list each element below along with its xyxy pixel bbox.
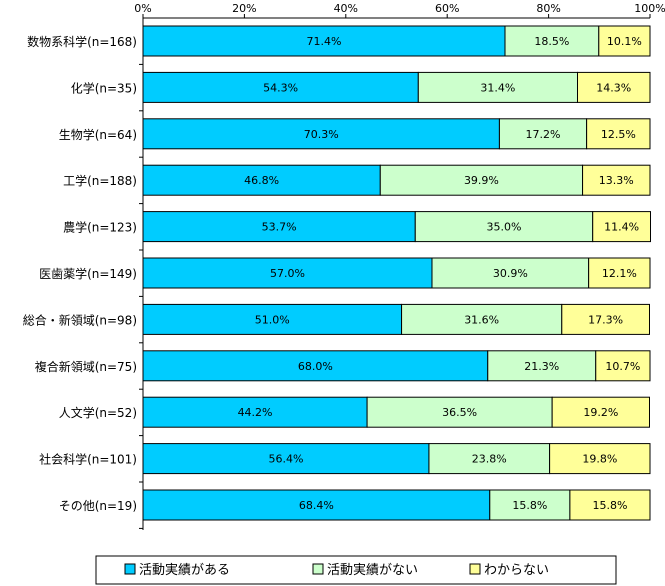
data-label: 19.8% — [582, 453, 617, 466]
bar-segment — [142, 257, 433, 289]
bar-segment — [551, 396, 650, 428]
bar-segment — [431, 257, 590, 289]
bar-segment — [588, 257, 651, 289]
data-label: 53.7% — [262, 221, 297, 234]
data-label: 31.6% — [464, 313, 499, 326]
data-label: 17.2% — [526, 128, 561, 141]
data-label: 12.5% — [601, 128, 636, 141]
bar-segment — [142, 164, 381, 196]
data-label: 71.4% — [307, 35, 342, 48]
data-label: 51.0% — [255, 313, 290, 326]
bar-segment — [428, 443, 551, 475]
legend: 活動実績がある 活動実績がない わからない — [95, 555, 617, 585]
data-label: 13.3% — [599, 174, 634, 187]
data-label: 21.3% — [524, 360, 559, 373]
data-label: 15.8% — [512, 499, 547, 512]
x-tick-label: 20% — [232, 2, 256, 15]
category-label: 化学(n=35) — [71, 80, 137, 95]
x-tick-label: 0% — [134, 2, 151, 15]
legend-label: 活動実績がない — [327, 562, 418, 578]
data-label: 30.9% — [493, 267, 528, 280]
plot-area: 71.4% 18.5% 10.1% 54.3% 31.4% 14.3% 70.3% 17.2%… — [139, 14, 652, 530]
data-label: 11.4% — [604, 221, 639, 234]
bar-segment — [417, 71, 578, 103]
data-label: 12.1% — [602, 267, 637, 280]
bar-segment — [576, 71, 651, 103]
data-label: 35.0% — [487, 221, 522, 234]
data-label: 17.3% — [588, 313, 623, 326]
x-tick-label: 80% — [536, 2, 560, 15]
bar-segment — [598, 25, 651, 57]
data-label: 46.8% — [244, 174, 279, 187]
bar-segment — [549, 443, 651, 475]
legend-swatch — [312, 563, 324, 575]
category-label: 生物学(n=64) — [59, 127, 137, 142]
data-label: 44.2% — [238, 406, 273, 419]
legend-box — [95, 555, 617, 585]
bar-segment — [142, 211, 416, 243]
bar-segment — [142, 118, 500, 150]
category-label: 数物系科学(n=168) — [27, 34, 137, 49]
data-label: 31.4% — [480, 81, 515, 94]
category-label: 農学(n=123) — [63, 220, 137, 235]
bar-segment — [595, 350, 651, 382]
x-tick-label: 40% — [334, 2, 358, 15]
data-label: 39.9% — [464, 174, 499, 187]
data-label: 36.5% — [442, 406, 477, 419]
bar-segment — [592, 211, 652, 243]
x-tick-label: 60% — [435, 2, 459, 15]
category-labels: 数物系科学(n=168) 化学(n=35) 生物学(n=64) 工学(n=188) 農学… — [23, 34, 137, 513]
data-label: 19.2% — [583, 406, 618, 419]
category-label: 複合新領域(n=75) — [35, 359, 137, 374]
bar-segment — [582, 164, 651, 196]
x-tick-label: 100% — [634, 2, 665, 15]
category-label: その他(n=19) — [59, 499, 137, 513]
data-label: 15.8% — [592, 499, 627, 512]
data-label: 54.3% — [263, 81, 298, 94]
data-label: 18.5% — [534, 35, 569, 48]
bar-segment — [586, 118, 651, 150]
bar-segment — [414, 211, 594, 243]
data-label: 14.3% — [596, 81, 631, 94]
bar-segment — [561, 303, 650, 335]
data-label: 23.8% — [472, 453, 507, 466]
bar-segment — [489, 489, 571, 521]
data-label: 68.0% — [298, 360, 333, 373]
data-label: 68.4% — [299, 499, 334, 512]
legend-label: わからない — [484, 563, 549, 578]
legend-swatch — [124, 563, 136, 575]
category-label: 社会科学(n=101) — [39, 452, 137, 467]
data-label: 10.7% — [605, 360, 640, 373]
bar-segment — [401, 303, 563, 335]
bar-segment — [569, 489, 651, 521]
bar-segment — [379, 164, 584, 196]
category-label: 人文学(n=52) — [59, 405, 137, 420]
bar-segment — [142, 71, 419, 103]
data-label: 10.1% — [607, 35, 642, 48]
bar-segment — [498, 118, 588, 150]
legend-label: 活動実績がある — [139, 562, 230, 578]
x-axis-tick-labels: 0% 20% 40% 60% 80% 100% — [134, 2, 665, 15]
bar-segment — [142, 396, 368, 428]
data-label: 57.0% — [270, 267, 305, 280]
data-label: 70.3% — [304, 128, 339, 141]
legend-swatch — [469, 563, 481, 575]
bar-segment — [142, 443, 430, 475]
category-label: 医歯薬学(n=149) — [39, 266, 137, 281]
data-label: 56.4% — [268, 453, 303, 466]
category-label: 総合・新領域(n=98) — [23, 312, 137, 327]
category-label: 工学(n=188) — [63, 173, 137, 188]
